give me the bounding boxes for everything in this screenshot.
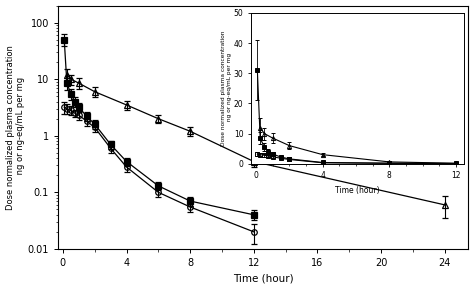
Y-axis label: Dose normalized plasma concentration
 ng or ng-eq/mL per mg: Dose normalized plasma concentration ng … <box>6 45 25 210</box>
X-axis label: Time (hour): Time (hour) <box>233 273 293 284</box>
